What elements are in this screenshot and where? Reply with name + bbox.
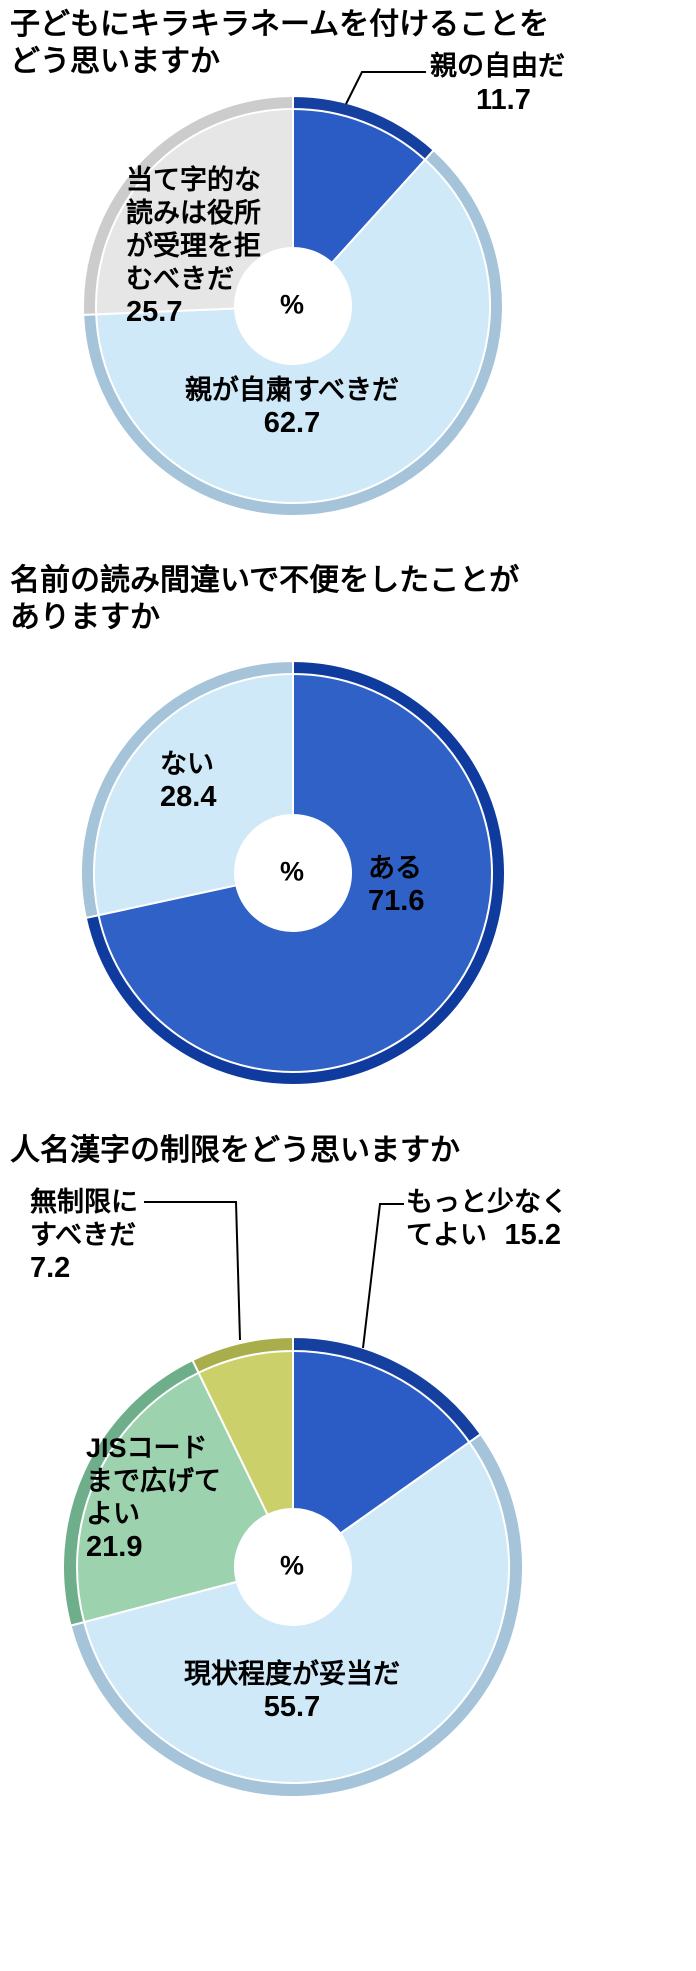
- value-office-should-refuse: 25.7: [126, 296, 183, 328]
- label-should-be-unlimited: 無制限に すべきだ 7.2: [30, 1186, 138, 1285]
- value-no: 28.4: [160, 781, 217, 813]
- label-jis-line-3: よい: [86, 1499, 140, 1529]
- survey-chart-1-section: 子どもにキラキラネームを付けることを どう思いますか 親の自由だ 11.7 当て…: [0, 0, 696, 556]
- survey-chart-3-section: 人名漢字の制限をどう思いますか 無制限に すべきだ 7.2 もっと少なく てよい…: [0, 1126, 696, 1971]
- label-parents-freedom: 親の自由だ: [430, 51, 565, 81]
- chart-2-unit-percent: %: [279, 856, 305, 887]
- leader-line-fewer: [362, 1203, 404, 1349]
- donut-chart-kanji-restriction: [62, 1336, 524, 1798]
- chart-2-title: 名前の読み間違いで不便をしたことが ありますか: [10, 562, 519, 636]
- value-should-be-unlimited: 7.2: [30, 1252, 71, 1284]
- label-office-line-3: が受理を拒: [126, 231, 261, 261]
- label-current-level-appropriate: 現状程度が妥当だ 55.7: [184, 1658, 400, 1724]
- label-current-level-text: 現状程度が妥当だ: [184, 1659, 400, 1689]
- label-expand-to-jis: JISコード まで広げて よい 21.9: [86, 1432, 221, 1564]
- chart-1-title-line-2: どう思いますか: [10, 45, 220, 78]
- chart-1-title-line-1: 子どもにキラキラネームを付けることを: [10, 8, 550, 41]
- value-parents-freedom: 11.7: [476, 84, 531, 116]
- pie-slice-rim: [191, 1336, 294, 1375]
- chart-1-unit-percent: %: [279, 289, 305, 320]
- value-expand-to-jis: 21.9: [86, 1531, 143, 1563]
- survey-chart-2-section: 名前の読み間違いで不便をしたことが ありますか ない 28.4 ある 71.6 …: [0, 556, 696, 1126]
- leader-line-unlimited: [144, 1201, 241, 1341]
- label-could-be-fewer: もっと少なく てよい 15.2: [406, 1186, 568, 1252]
- label-parents-refrain-text: 親が自粛すべきだ: [184, 375, 400, 405]
- label-yes-text: ある: [368, 853, 422, 883]
- label-fewer-line-1: もっと少なく: [406, 1187, 568, 1217]
- chart-2-title-line-2: ありますか: [10, 601, 160, 634]
- label-yes: ある 71.6: [368, 852, 424, 918]
- chart-1-title: 子どもにキラキラネームを付けることを どう思いますか: [10, 6, 549, 80]
- label-office-line-4: むべきだ: [126, 264, 234, 294]
- label-parents-refrain: 親が自粛すべきだ 62.7: [185, 374, 399, 440]
- label-jis-line-2: まで広げて: [86, 1466, 221, 1496]
- pie-slice-rim: [80, 660, 294, 920]
- pie-slice-rim: [82, 95, 294, 316]
- value-yes: 71.6: [368, 885, 425, 917]
- label-office-line-1: 当て字的な: [126, 165, 261, 195]
- chart-3-title-line-1: 人名漢字の制限をどう思いますか: [10, 1134, 460, 1167]
- label-fewer-line-2: てよい 15.2: [406, 1219, 568, 1252]
- label-unlimited-line-1: 無制限に: [30, 1187, 138, 1217]
- value-current-level-appropriate: 55.7: [263, 1691, 321, 1723]
- label-unlimited-line-2: すべきだ: [30, 1220, 137, 1250]
- label-no: ない 28.4: [160, 748, 216, 814]
- label-fewer-line-2-text: てよい: [406, 1220, 487, 1250]
- label-jis-line-1: JISコード: [86, 1433, 208, 1463]
- value-could-be-fewer: 15.2: [504, 1219, 561, 1251]
- donut-chart-name-misreading: [80, 660, 506, 1086]
- label-office-line-2: 読みは役所: [126, 198, 261, 228]
- label-no-text: ない: [160, 749, 214, 779]
- label-office-should-refuse: 当て字的な 読みは役所 が受理を拒 むべきだ 25.7: [126, 164, 261, 329]
- chart-3-title: 人名漢字の制限をどう思いますか: [10, 1132, 460, 1169]
- value-parents-refrain: 62.7: [263, 407, 321, 439]
- donut-chart-kirakira-name: [82, 95, 504, 517]
- chart-2-title-line-1: 名前の読み間違いで不便をしたことが: [10, 564, 520, 597]
- chart-3-unit-percent: %: [279, 1550, 305, 1581]
